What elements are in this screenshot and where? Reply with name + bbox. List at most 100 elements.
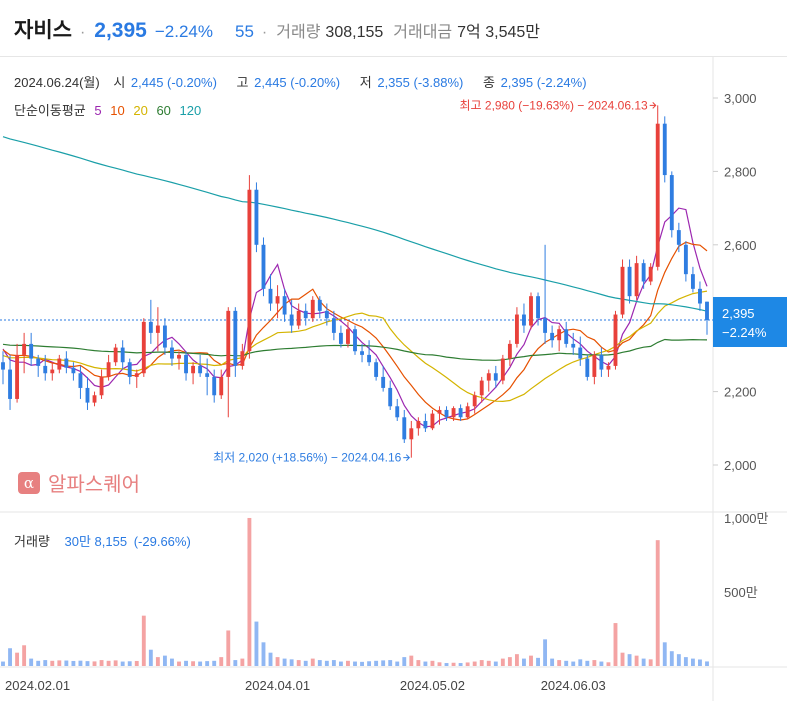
volume-bar — [36, 660, 41, 666]
candle-body — [92, 395, 97, 403]
volume-bar — [529, 655, 533, 666]
high-arrow-icon — [649, 101, 657, 109]
candle-body — [331, 318, 336, 333]
separator-dot: · — [261, 24, 268, 41]
candle-body — [226, 310, 231, 377]
volume-bar — [374, 660, 379, 666]
ma-5: 5 — [94, 103, 102, 118]
candle-body — [113, 347, 118, 363]
volume-bar — [493, 661, 498, 666]
candle-body — [690, 274, 695, 289]
volume-bar — [655, 540, 660, 666]
volume-bar — [423, 661, 428, 666]
candle-body — [43, 365, 48, 374]
volume-bar — [247, 517, 252, 666]
volume-bar — [240, 658, 245, 666]
volume-bar — [536, 657, 540, 666]
volume-bar — [360, 661, 364, 666]
candle-body — [423, 420, 428, 429]
candle-body — [141, 321, 146, 374]
candle-body — [162, 325, 167, 348]
candle-body — [606, 365, 611, 370]
candle-body — [71, 367, 76, 374]
candle-body — [592, 354, 597, 377]
volume-bar — [261, 642, 266, 666]
candle-body — [705, 301, 709, 321]
candle-body — [184, 354, 188, 374]
low-label: 저 — [359, 75, 372, 90]
volume-bar — [331, 660, 336, 666]
volume-bar — [465, 662, 470, 666]
volume-bar — [282, 658, 287, 666]
header-row: 자비스 · 2,395 −2.24% 55 · 거래량 308,155 거래대금… — [14, 14, 540, 44]
stock-name[interactable]: 자비스 — [14, 19, 72, 42]
candle-body — [634, 263, 639, 297]
candle-body — [254, 189, 259, 245]
volume-bar — [662, 642, 667, 666]
volume-bar — [578, 659, 583, 666]
candle-body — [571, 343, 576, 348]
ma-line-20 — [2, 290, 708, 403]
volume-bar — [437, 662, 442, 666]
volume-bar — [275, 657, 280, 666]
volume-bar — [219, 657, 224, 666]
ma-10: 10 — [110, 103, 125, 118]
volume-bar — [15, 652, 20, 666]
volume-bar — [134, 660, 139, 666]
volume-bar — [120, 661, 125, 666]
volume-bar — [585, 660, 590, 666]
volume-bar — [29, 658, 34, 666]
volume-bar — [141, 615, 146, 666]
candle-body — [409, 428, 414, 440]
candle-body — [627, 266, 632, 297]
volume-bar — [177, 661, 181, 666]
candle-body — [360, 351, 364, 355]
volume-bar — [402, 657, 407, 666]
volume-bar — [226, 630, 231, 666]
volume-bar — [592, 660, 597, 666]
volume-bar — [627, 654, 632, 666]
candle-body — [655, 123, 660, 267]
volume-bar — [198, 661, 203, 666]
candle-body — [289, 314, 294, 326]
volume-bar — [620, 652, 625, 666]
volume-bar — [486, 660, 491, 666]
candle-body — [374, 362, 379, 377]
high-label: 고 — [236, 75, 249, 90]
volume-bar — [162, 655, 167, 666]
volume-bar — [148, 649, 153, 666]
candle-body — [148, 321, 153, 333]
candle-body — [444, 409, 449, 418]
high-annotation: 최고 2,980 (−19.63%) − 2024.06.13 — [460, 98, 649, 112]
candle-body — [381, 376, 386, 388]
candle-body — [479, 380, 484, 396]
volume-bar — [409, 655, 414, 666]
close-label: 종 — [482, 75, 495, 90]
x-tick-label: 2024.05.02 — [400, 678, 465, 693]
volume-bar — [564, 660, 569, 666]
volume-bar — [184, 660, 188, 666]
close-value: 2,395 (-2.24%) — [500, 75, 587, 90]
candle-body — [346, 329, 350, 344]
candle-body — [22, 343, 27, 355]
volume-bar — [705, 661, 709, 666]
volume-label: 거래량 — [276, 24, 321, 41]
candle-body — [268, 288, 273, 304]
candle-body — [402, 417, 407, 440]
candle-body — [564, 329, 569, 344]
volume-bar — [514, 654, 519, 666]
volume-bar — [388, 660, 393, 666]
separator-dot: · — [79, 24, 86, 41]
candle-body — [529, 296, 533, 326]
candle-body — [522, 314, 526, 326]
candle-body — [641, 263, 646, 282]
volume-bar — [289, 659, 294, 666]
current-price-tag: 2,395 −2.24% — [713, 297, 787, 347]
moving-average-legend[interactable]: 단순이동평균 5 10 20 60 120 — [14, 100, 206, 119]
y-tick-label: 2,800 — [724, 164, 757, 179]
ma-120: 120 — [179, 103, 202, 118]
watermark-text: 알파스퀘어 — [48, 474, 140, 496]
candle-body — [550, 332, 555, 341]
tag-change: −2.24% — [722, 325, 767, 340]
